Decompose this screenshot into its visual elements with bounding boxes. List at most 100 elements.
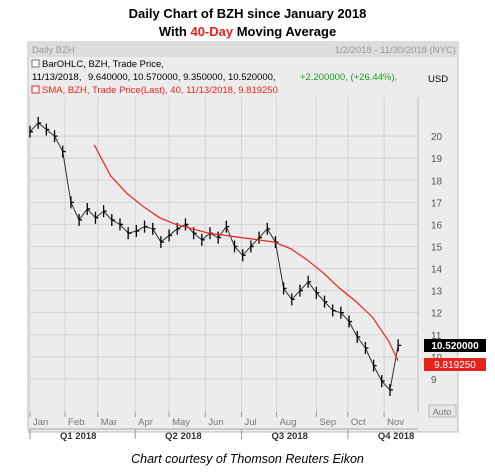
price-bars: [29, 116, 402, 396]
panel-name: Daily BZH: [32, 45, 75, 56]
y-tick-label: 15: [431, 242, 443, 253]
auto-scale-label: Auto: [433, 407, 452, 417]
price-connector: [324, 301, 334, 311]
x-quarter-label: Q1 2018: [60, 431, 96, 442]
price-connector: [29, 122, 39, 133]
price-connector: [54, 135, 64, 152]
price-connector: [299, 281, 309, 291]
price-connector: [111, 219, 121, 225]
x-month-label: Aug: [280, 417, 297, 428]
y-tick-label: 9: [431, 375, 437, 386]
ohlc-legend-label: BarOHLC, BZH, Trade Price,: [42, 59, 164, 70]
price-connector: [381, 380, 391, 391]
price-connector: [274, 241, 285, 289]
chart-title: Daily Chart of BZH since January 2018: [128, 6, 367, 21]
panel-date-range: 1/2/2018 - 11/30/2018 (NYC): [335, 45, 456, 56]
subtitle-prefix: With: [158, 24, 191, 39]
sma-tag: 9.819250: [434, 360, 476, 371]
y-tick-label: 11: [431, 331, 442, 342]
x-month-label: May: [172, 417, 190, 428]
price-connector: [332, 309, 341, 314]
price-connector: [201, 232, 211, 241]
y-tick-label: 17: [431, 198, 443, 209]
price-connector: [128, 230, 137, 234]
price-connector: [348, 321, 358, 338]
x-axis: Jan Feb Mar Apr May Jun Jul Aug Sep Oct Nov Q1 2018…: [29, 412, 418, 442]
x-month-label: Nov: [387, 417, 404, 428]
price-connector: [136, 226, 145, 232]
subtitle-suffix: Moving Average: [233, 24, 337, 39]
auto-scale-button[interactable]: [428, 404, 457, 418]
x-quarter-label: Q2 2018: [165, 431, 201, 442]
sma-tag-bg: [424, 358, 486, 371]
price-connector: [95, 210, 104, 219]
y-tick-label: 16: [431, 220, 443, 231]
y-tick-label: 12: [431, 309, 443, 320]
price-connector: [185, 224, 194, 234]
chart-svg: Daily BZH 1/2/2018 - 11/30/2018 (NYC) Ba…: [27, 41, 486, 442]
price-connector: [37, 122, 47, 130]
ohlc-legend-swatch[interactable]: [31, 59, 40, 68]
price-connector: [177, 223, 186, 230]
price-connector: [62, 151, 72, 203]
x-month-label: Jun: [208, 417, 223, 428]
price-connector: [103, 210, 113, 221]
price-connector: [315, 292, 325, 302]
ohlc-values: 9.640000, 10.570000, 9.350000, 10.520000…: [88, 72, 276, 83]
x-month-label: Mar: [101, 417, 117, 428]
sma-legend-swatch[interactable]: [31, 85, 40, 94]
price-connector: [291, 290, 301, 300]
y-tick-label: 13: [431, 287, 443, 298]
x-quarter-label: Q4 2018: [378, 431, 414, 442]
panel-header-bar: [28, 42, 458, 57]
y-tick-label: 14: [431, 265, 443, 276]
y-tick-label: 20: [431, 132, 443, 143]
y-axis: 91011121314151617181920: [417, 97, 443, 412]
price-connector: [364, 347, 375, 366]
price-connector: [234, 246, 244, 256]
price-connector: [144, 226, 153, 230]
price-connector: [356, 336, 366, 349]
ohlc-change: +2.200000, (+26.44%),: [300, 72, 397, 83]
chart-panel-bg: [27, 41, 459, 433]
price-connector: [389, 345, 399, 391]
price-connector: [193, 232, 203, 241]
x-month-label: Apr: [138, 417, 153, 428]
price-connector: [340, 312, 350, 322]
price-connector: [78, 208, 88, 221]
price-connector: [307, 281, 317, 294]
sma-legend-label: SMA, BZH, Trade Price(Last), 40, 11/13/2…: [42, 85, 278, 96]
x-month-label: Jul: [245, 417, 257, 428]
last-price-tag-bg: [424, 339, 486, 352]
sma-line-group: [93, 144, 399, 362]
usd-unit-label: USD: [428, 74, 448, 85]
y-tick-label: 18: [431, 176, 443, 187]
price-connector: [168, 228, 178, 236]
price-connector: [373, 365, 383, 382]
price-connector: [242, 246, 252, 256]
grid-lines: [29, 97, 418, 412]
price-connector: [152, 228, 162, 243]
chart-subtitle: With 40-Day Moving Average: [0, 24, 495, 39]
last-price-tag: 10.520000: [431, 341, 479, 352]
y-tick-label: 19: [431, 154, 443, 165]
x-month-label: Jan: [33, 417, 48, 428]
price-connector: [266, 228, 276, 243]
price-connector: [217, 226, 227, 238]
chart-caption: Chart courtesy of Thomson Reuters Eikon: [131, 452, 364, 466]
price-connector: [160, 235, 170, 243]
price-connector: [86, 208, 96, 219]
price-connector: [46, 129, 55, 137]
x-quarter-label: Q3 2018: [272, 431, 308, 442]
x-month-label: Sep: [319, 417, 336, 428]
price-connector: [119, 224, 129, 234]
x-month-label: Oct: [351, 417, 366, 428]
price-connector: [258, 228, 268, 238]
price-connector: [283, 288, 293, 300]
ohlc-date: 11/13/2018,: [32, 72, 81, 83]
subtitle-accent: 40-Day: [190, 24, 234, 39]
x-month-label: Feb: [68, 417, 84, 428]
price-connector: [250, 237, 260, 247]
sma-line: [93, 144, 399, 362]
price-connector: [70, 202, 80, 221]
